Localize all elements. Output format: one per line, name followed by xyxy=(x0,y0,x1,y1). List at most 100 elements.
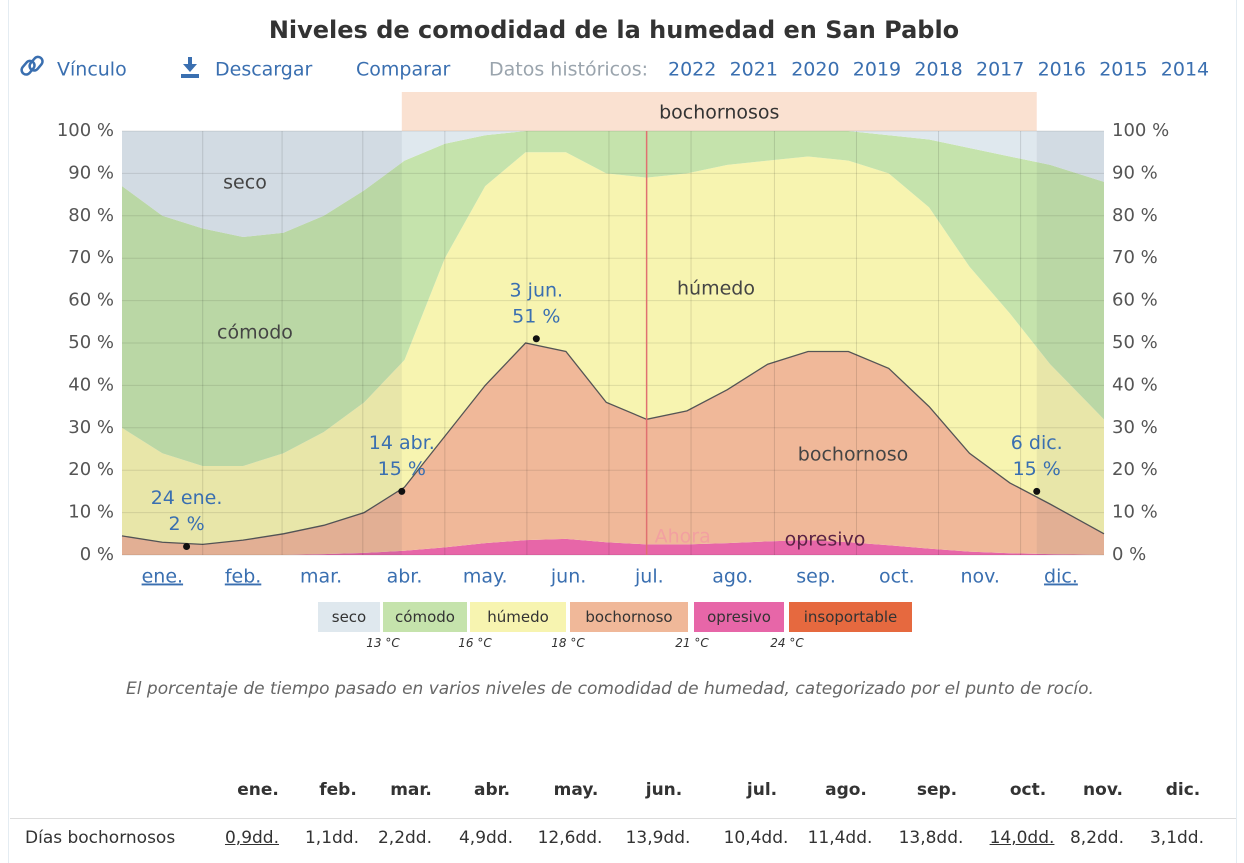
y2-tick-label: 0 % xyxy=(1112,544,1146,565)
cell: 4,9dd. xyxy=(458,828,514,848)
cell: 8,2dd. xyxy=(1069,828,1125,848)
x-tick-label[interactable]: ene. xyxy=(142,566,183,588)
annotation-point xyxy=(398,487,406,495)
now-label: Ahora xyxy=(655,526,711,548)
y2-tick-label: 60 % xyxy=(1112,290,1158,311)
y-tick-label: 70 % xyxy=(68,247,114,268)
y-tick-label: 100 % xyxy=(57,120,114,141)
link-button[interactable]: Vínculo xyxy=(57,59,127,81)
y-tick-label: 30 % xyxy=(68,417,114,438)
y2-tick-label: 20 % xyxy=(1112,459,1158,480)
season-label: bochornosos xyxy=(659,102,779,124)
column-header: dic. xyxy=(1165,780,1201,800)
x-tick-label: oct. xyxy=(879,566,915,588)
legend-threshold: 24 °C xyxy=(770,636,804,650)
column-header: oct. xyxy=(1009,780,1047,800)
y2-tick-label: 100 % xyxy=(1112,120,1169,141)
x-tick-label: ago. xyxy=(712,566,753,588)
cell: 12,6dd. xyxy=(537,828,603,848)
area-label: seco xyxy=(223,172,267,194)
left-border xyxy=(8,0,9,863)
legend: seco cómodo húmedo bochornoso opresivo insopo… xyxy=(0,602,1244,662)
area xyxy=(122,131,1104,466)
y2-tick-label: 30 % xyxy=(1112,417,1158,438)
year-link[interactable]: 2018 xyxy=(914,59,962,81)
annotation-value: 2 % xyxy=(168,513,204,535)
y2-tick-label: 40 % xyxy=(1112,374,1158,395)
legend-item: cómodo xyxy=(383,602,467,632)
column-header: abr. xyxy=(473,780,511,800)
cell: 10,4dd. xyxy=(723,828,789,848)
annotation-point xyxy=(183,543,191,551)
x-tick-label[interactable]: dic. xyxy=(1044,566,1078,588)
area xyxy=(122,343,1104,555)
x-tick-label: sep. xyxy=(796,566,836,588)
area-label: opresivo xyxy=(785,529,866,551)
column-header: sep. xyxy=(916,780,958,800)
annotation-point xyxy=(1033,487,1041,495)
y2-tick-label: 80 % xyxy=(1112,205,1158,226)
column-header: mar. xyxy=(390,780,432,800)
column-header: ene. xyxy=(237,780,279,800)
y2-tick-label: 50 % xyxy=(1112,332,1158,353)
legend-item: húmedo xyxy=(470,602,566,632)
link-icon xyxy=(20,55,44,76)
column-header: ago. xyxy=(825,780,867,800)
legend-item: bochornoso xyxy=(570,602,688,632)
download-button[interactable]: Descargar xyxy=(215,59,312,81)
legend-threshold: 13 °C xyxy=(366,636,400,650)
legend-item: insoportable xyxy=(789,602,912,632)
off-season-shade xyxy=(122,131,402,555)
area-label: húmedo xyxy=(677,278,755,300)
annotation-value: 51 % xyxy=(512,305,560,327)
cell: 13,9dd. xyxy=(625,828,691,848)
year-link[interactable]: 2022 xyxy=(668,59,716,81)
x-tick-label: abr. xyxy=(387,566,423,588)
annotation-date: 24 ene. xyxy=(151,487,223,509)
compare-button[interactable]: Comparar xyxy=(356,59,451,81)
x-tick-label: jul. xyxy=(634,566,664,588)
legend-item: opresivo xyxy=(694,602,784,632)
annotation-value: 15 % xyxy=(378,458,426,480)
year-link[interactable]: 2021 xyxy=(730,59,778,81)
year-link[interactable]: 2017 xyxy=(976,59,1024,81)
y-tick-label: 60 % xyxy=(68,290,114,311)
annotation-value: 15 % xyxy=(1013,458,1061,480)
caption: El porcentaje de tiempo pasado en varios… xyxy=(126,679,1094,699)
y2-tick-label: 90 % xyxy=(1112,162,1158,183)
annotation-date: 6 dic. xyxy=(1011,432,1063,454)
y-tick-label: 50 % xyxy=(68,332,114,353)
column-header: may. xyxy=(553,780,599,800)
year-link[interactable]: 2019 xyxy=(853,59,901,81)
year-link[interactable]: 2014 xyxy=(1161,59,1209,81)
area xyxy=(122,152,1104,545)
y-tick-label: 20 % xyxy=(68,459,114,480)
column-header: jun. xyxy=(645,780,683,800)
y-tick-label: 10 % xyxy=(68,502,114,523)
download-icon xyxy=(181,57,199,78)
year-link[interactable]: 2020 xyxy=(791,59,839,81)
chart-title: Niveles de comodidad de la humedad en Sa… xyxy=(269,16,959,44)
cell: 1,1dd. xyxy=(304,828,360,848)
legend-item: seco xyxy=(318,602,380,632)
history-label: Datos históricos: xyxy=(489,59,648,81)
cell: 14,0dd. xyxy=(989,828,1055,848)
area xyxy=(122,538,1104,555)
area xyxy=(122,131,1104,237)
year-link[interactable]: 2015 xyxy=(1099,59,1147,81)
x-tick-label: mar. xyxy=(300,566,342,588)
x-tick-label: jun. xyxy=(550,566,586,588)
year-link[interactable]: 2016 xyxy=(1038,59,1086,81)
season-band xyxy=(401,92,1037,131)
row-label: Días bochornosos xyxy=(25,828,176,848)
y-tick-label: 0 % xyxy=(80,544,114,565)
column-header: nov. xyxy=(1083,780,1123,800)
y2-tick-label: 10 % xyxy=(1112,502,1158,523)
cell: 13,8dd. xyxy=(898,828,964,848)
row-divider xyxy=(10,818,1236,819)
area-label: bochornoso xyxy=(798,444,908,466)
cell: 0,9dd. xyxy=(224,828,280,848)
x-tick-label: may. xyxy=(463,566,508,588)
x-tick-label[interactable]: feb. xyxy=(225,566,261,588)
